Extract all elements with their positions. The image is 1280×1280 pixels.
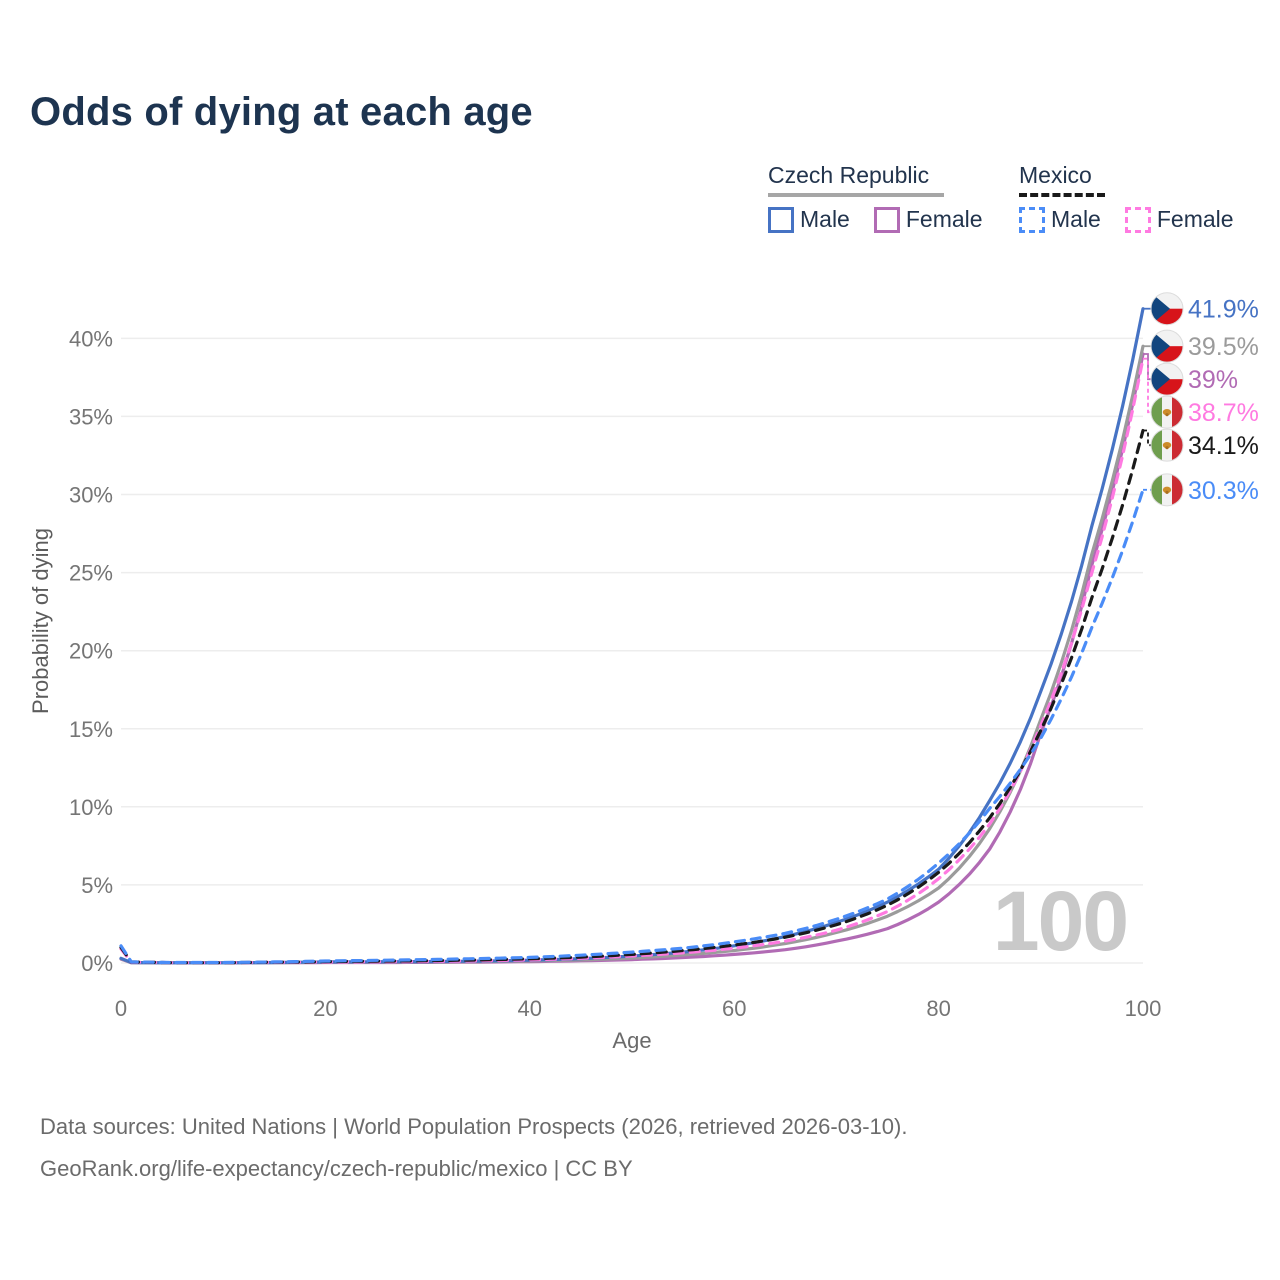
flag-icon-czech-republic	[1151, 363, 1183, 396]
end-value-label: 39%	[1188, 366, 1238, 394]
label-connector	[1143, 353, 1151, 381]
flag-icon-mexico	[1151, 396, 1183, 429]
x-axis-title: Age	[612, 1028, 651, 1053]
legend-group-title: Mexico	[1019, 162, 1092, 188]
flag-ring	[1150, 292, 1184, 326]
legend-row: Male Female	[768, 206, 983, 233]
x-tick-label: 40	[518, 996, 542, 1021]
x-tick-label: 80	[926, 996, 950, 1021]
x-tick-label: 60	[722, 996, 746, 1021]
flag-ring	[1150, 473, 1184, 507]
line-mx-both	[119, 428, 1145, 965]
y-tick-label: 10%	[69, 795, 113, 820]
label-connector	[1143, 357, 1151, 414]
flag-icon-czech-republic	[1151, 330, 1183, 363]
mexico-male-swatch-icon	[1019, 206, 1045, 233]
page-title: Odds of dying at each age	[30, 90, 533, 134]
y-tick-label: 15%	[69, 717, 113, 742]
end-value-label: 38.7%	[1188, 399, 1259, 427]
flag-ring	[1150, 395, 1184, 429]
data-sources: Data sources: United Nations | World Pop…	[40, 1106, 907, 1190]
source-line-1: Data sources: United Nations | World Pop…	[40, 1114, 908, 1139]
y-tick-label: 40%	[69, 326, 113, 351]
source-line-2: GeoRank.org/life-expectancy/czech-republ…	[40, 1156, 633, 1181]
line-cz-male	[119, 307, 1145, 965]
label-connector	[1143, 429, 1151, 447]
legend-item-label: Male	[800, 206, 850, 232]
legend-group-mexico: Mexico Male Female	[1019, 162, 1234, 233]
legend-item-mexico-male[interactable]: Male	[1019, 206, 1101, 233]
flag-ring	[1150, 428, 1184, 462]
y-tick-label: 30%	[69, 483, 113, 508]
x-tick-label: 100	[1125, 996, 1162, 1021]
y-tick-label: 5%	[81, 873, 113, 898]
legend-group-czech-republic: Czech Republic Male Female	[768, 162, 983, 233]
legend-item-czech-female[interactable]: Female	[873, 206, 983, 233]
y-tick-label: 25%	[69, 561, 113, 586]
flag-icon-mexico	[1151, 429, 1183, 462]
line-mx-female	[119, 357, 1145, 965]
line-cz-both	[119, 344, 1145, 965]
y-tick-label: 0%	[81, 951, 113, 976]
mexico-female-swatch-icon	[1124, 206, 1151, 233]
czech-male-swatch-icon	[768, 206, 794, 233]
flag-ring	[1150, 329, 1184, 363]
legend-underline-solid	[768, 193, 944, 197]
line-cz-female	[119, 352, 1145, 965]
legend-item-label: Female	[1156, 206, 1234, 232]
legend-item-czech-male[interactable]: Male	[768, 206, 850, 233]
end-value-label: 30.3%	[1188, 477, 1259, 505]
y-axis-title: Probability of dying	[28, 528, 53, 714]
end-value-label: 34.1%	[1188, 432, 1259, 460]
age-watermark: 100	[993, 874, 1127, 968]
line-mx-male	[119, 488, 1145, 965]
legend-item-label: Female	[905, 206, 983, 232]
czech-female-swatch-icon	[873, 206, 900, 233]
y-tick-label: 35%	[69, 404, 113, 429]
flag-icon-czech-republic	[1151, 292, 1183, 325]
end-value-label: 39.5%	[1188, 333, 1259, 361]
legend-row: Male Female	[1019, 206, 1234, 233]
legend-underline-dashed	[1019, 193, 1105, 197]
flag-ring	[1150, 362, 1184, 396]
end-value-label: 41.9%	[1188, 296, 1259, 324]
y-tick-label: 20%	[69, 639, 113, 664]
legend-group-title: Czech Republic	[768, 162, 930, 188]
x-tick-label: 20	[313, 996, 337, 1021]
flag-icon-mexico	[1151, 473, 1183, 506]
x-tick-label: 0	[115, 996, 127, 1021]
legend-item-mexico-female[interactable]: Female	[1124, 206, 1234, 233]
legend: Czech Republic Male Female Mexico Male	[0, 162, 1280, 242]
legend-item-label: Male	[1051, 206, 1101, 232]
